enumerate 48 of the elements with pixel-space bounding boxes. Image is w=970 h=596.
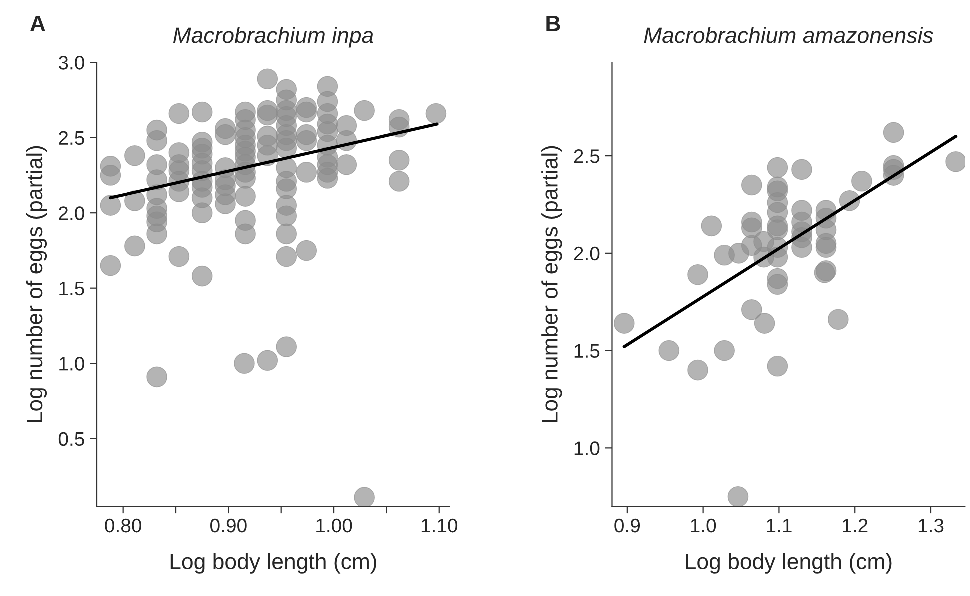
x-tick-label: 0.9 [614,518,640,533]
y-tick-label: 1.5 [574,344,600,358]
x-tick-label: 1.2 [843,518,868,532]
point [792,237,812,258]
point [688,360,708,381]
point [828,309,849,330]
point [728,486,749,507]
point [883,122,904,144]
x-tick-label: 1.00 [316,518,352,533]
point [767,356,788,377]
y-tick-label: 3.0 [58,56,84,70]
point [852,170,872,192]
x-axis-title: Log body length (cm) [170,553,376,574]
point [658,340,680,362]
x-tick-label: 1.0 [691,518,716,533]
point [792,159,812,180]
point [946,151,966,172]
point [767,220,788,240]
x-tick-label: 0.80 [105,518,142,533]
x-tick-label: 1.3 [918,518,944,533]
point [741,299,762,320]
y-tick-label: 2.5 [574,150,600,164]
point [767,157,788,178]
point [741,174,762,196]
y-tick-label: 2.0 [59,206,84,220]
y-tick-label: 1.5 [60,282,84,296]
point [754,313,776,334]
y-axis-title: Log number of eggs (partial) [26,146,48,422]
chart-title: Macrobrachium inpa [173,27,374,48]
y-tick-label: 2.5 [59,131,84,146]
point [701,216,722,237]
point [714,340,735,362]
text: A [30,16,46,32]
y-tick-label: 2.0 [574,246,600,261]
chart-title: Macrobrachium amazonensis [644,27,934,44]
y-axis-title: Log number of eggs (partial) [542,146,562,422]
point [614,313,635,334]
y-tick-label: 1.0 [60,357,84,371]
point [688,264,708,286]
x-axis-title: Log body length (cm) [686,553,892,574]
point [816,237,837,258]
y-tick-label: 0.5 [58,432,84,446]
x-tick-label: 1.1 [767,519,792,532]
y-tick-label: 1.0 [574,442,600,456]
point [767,274,788,296]
text: B [546,16,560,32]
x-tick-label: 1.10 [422,518,458,533]
x-tick-label: 0.90 [210,518,247,533]
